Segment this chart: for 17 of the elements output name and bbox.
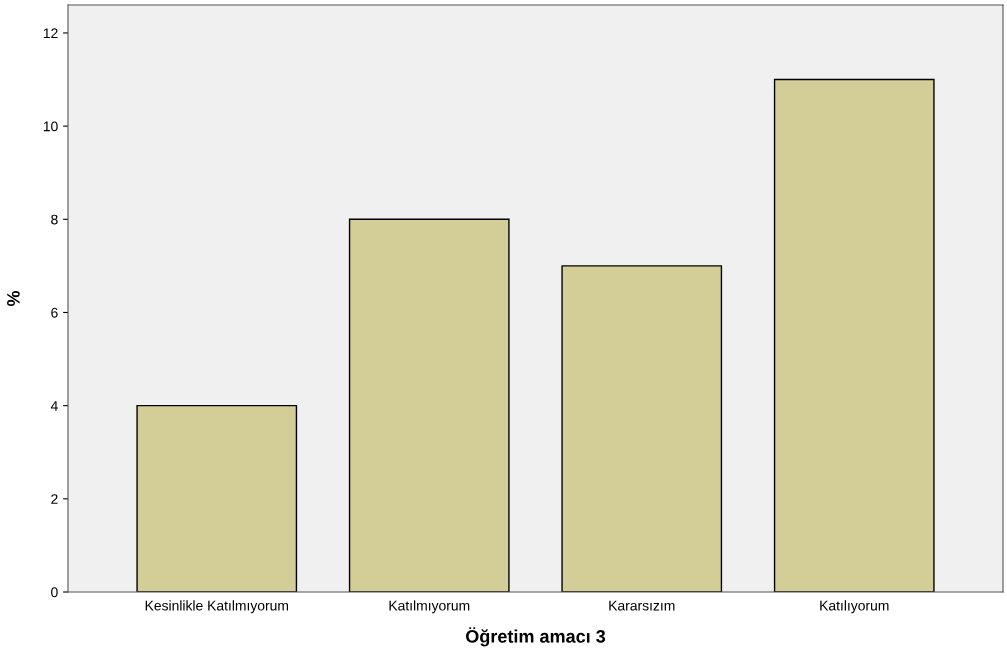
x-tick-label: Katılıyorum (820, 600, 889, 614)
y-tick-label: 6 (51, 307, 58, 318)
bar (348, 218, 510, 592)
y-tick-label: 0 (51, 587, 58, 598)
bar (773, 78, 935, 592)
y-tick-label: 2 (51, 494, 58, 504)
y-tick-label: 8 (51, 214, 58, 225)
y-axis-title: % (7, 290, 20, 307)
x-tick-label: Kararsızım (609, 600, 675, 611)
x-tick-label: Katılmıyorum (389, 600, 470, 614)
x-tick-label: Kesinlikle Katılmıyorum (145, 600, 288, 614)
bar (136, 404, 298, 592)
y-tick-label: 10 (43, 121, 58, 132)
y-tick-label: 4 (50, 401, 58, 411)
bar (561, 265, 723, 592)
x-axis-title: Öğretim amacı 3 (466, 627, 606, 647)
y-tick-label: 12 (43, 28, 58, 38)
